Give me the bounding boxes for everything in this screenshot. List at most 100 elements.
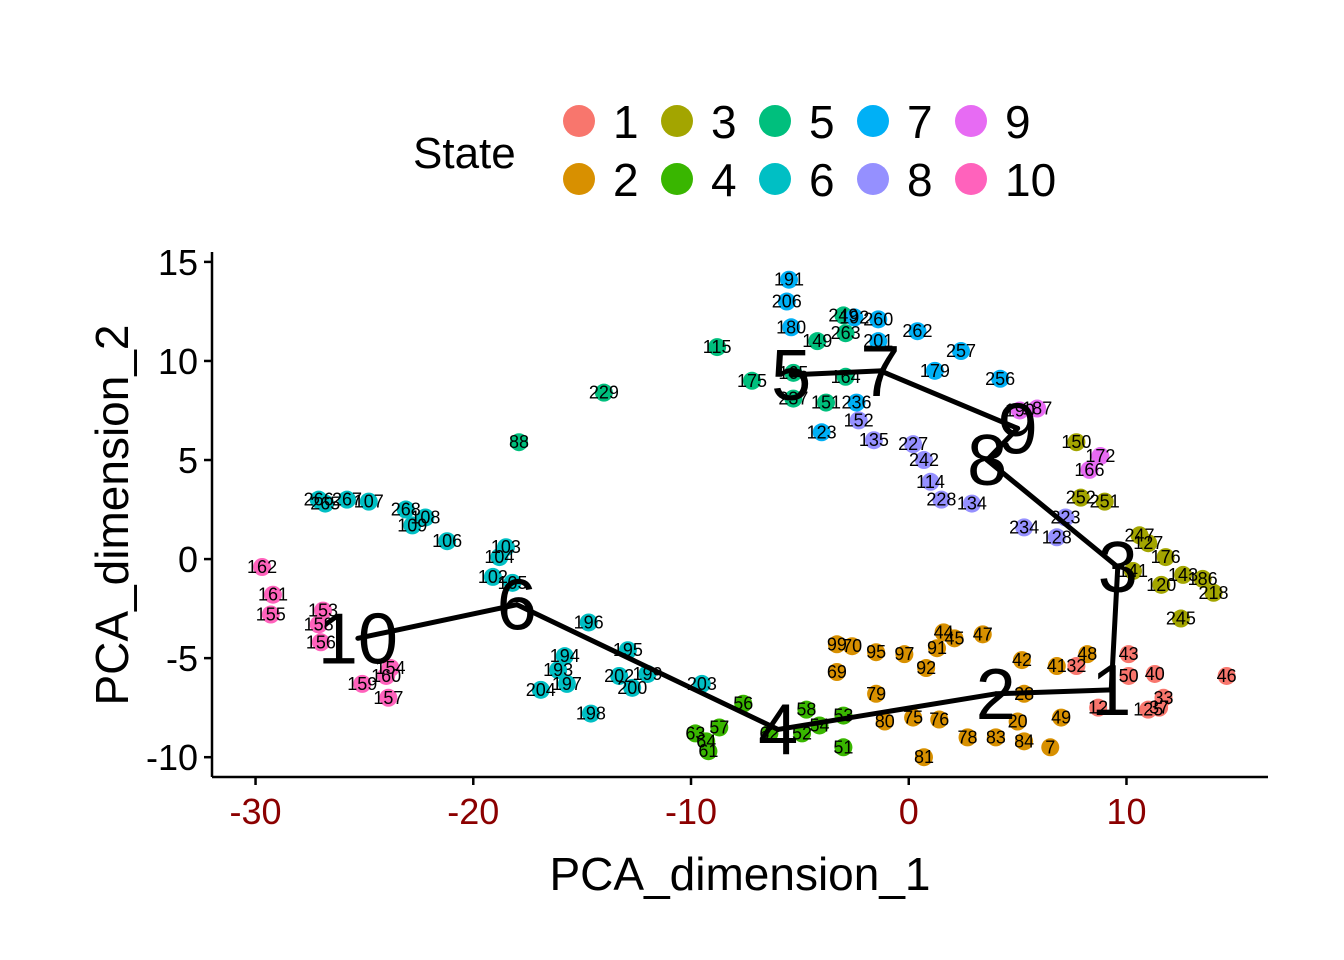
point-label-191: 191 [774,270,804,290]
y-tick-label: 0 [178,539,198,580]
point-162 [253,558,272,576]
point-20 [1008,712,1027,731]
point-190 [1010,401,1029,420]
point-label-134: 134 [957,494,987,514]
point-268 [396,500,415,519]
point-label-157: 157 [373,688,403,708]
legend-label-8: 8 [907,154,933,206]
point-label-91: 91 [927,638,947,658]
point-label-102: 102 [478,567,508,587]
point-label-41: 41 [1047,656,1067,676]
point-81 [914,748,933,767]
trajectory-node-5: 5 [771,336,811,416]
point-label-234: 234 [1009,517,1039,537]
point-label-247: 247 [1125,525,1155,545]
point-label-249: 249 [828,305,858,325]
point-label-155: 155 [256,605,286,625]
point-135 [864,431,883,450]
y-tick-label: -5 [166,638,198,679]
point-61 [699,742,718,761]
point-label-252: 252 [1066,488,1096,508]
point-label-268: 268 [391,500,421,520]
legend-key-7 [857,105,889,137]
point-197 [557,674,576,693]
point-134 [962,494,981,513]
point-label-242: 242 [909,450,939,470]
point-50 [1119,666,1138,685]
point-label-49: 49 [1051,708,1071,728]
point-75 [904,708,923,727]
point-99 [827,635,846,654]
point-label-12: 12 [1088,698,1108,718]
point-label-106: 106 [432,531,462,551]
legend-key-4 [661,163,693,195]
point-141 [1124,561,1143,580]
point-46 [1217,666,1236,685]
point-label-227: 227 [898,434,928,454]
point-label-194: 194 [550,646,580,666]
point-label-160: 160 [371,666,401,686]
point-label-236: 236 [841,393,871,413]
point-label-256: 256 [985,369,1015,389]
point-label-80: 80 [875,712,895,732]
point-12 [1089,698,1108,717]
point-172 [1091,447,1110,466]
trajectory-node-2: 2 [976,655,1016,735]
point-218 [1204,583,1223,602]
point-label-198: 198 [576,704,606,724]
point-194 [555,647,574,666]
legend-label-6: 6 [809,154,835,206]
point-label-176: 176 [1151,547,1181,567]
point-166 [1080,460,1099,479]
point-42 [1012,651,1031,670]
point-191 [779,270,798,289]
trajectory-node-3: 3 [1098,528,1138,608]
point-label-223: 223 [1050,507,1080,527]
point-263 [836,324,855,343]
point-label-57: 57 [709,717,729,737]
point-label-120: 120 [1146,575,1176,595]
point-242 [914,451,933,470]
trajectory-edge-2-1 [993,687,1114,697]
point-267 [337,490,356,509]
point-label-107: 107 [354,492,384,512]
point-83 [986,728,1005,747]
point-label-154: 154 [376,658,406,678]
point-label-46: 46 [1217,666,1237,686]
point-43 [1119,645,1138,664]
point-229 [594,383,613,402]
point-label-257: 257 [946,341,976,361]
point-label-61: 61 [698,741,718,761]
point-label-186: 186 [1188,569,1218,589]
point-200 [623,678,642,697]
point-label-32: 32 [1066,656,1086,676]
trajectory-edge-6-4 [514,602,781,732]
point-88 [510,433,529,452]
y-axis-title: PCA_dimension_2 [86,324,138,705]
point-label-105: 105 [497,573,527,593]
point-label-141: 141 [1118,561,1148,581]
point-176 [1156,548,1175,567]
point-150 [1067,433,1086,452]
point-161 [263,585,282,604]
trajectory-node-7: 7 [860,332,900,412]
point-label-149: 149 [802,331,832,351]
point-41 [1047,657,1066,676]
point-label-162: 162 [247,557,277,577]
legend: State 1 2 3 4 5 6 7 8 9 10 [413,96,1056,206]
point-114 [921,472,940,491]
legend-label-5: 5 [809,96,835,148]
point-label-202: 202 [604,666,634,686]
legend-label-9: 9 [1005,96,1031,148]
point-label-58: 58 [796,700,816,720]
point-204 [531,680,550,699]
point-102 [483,567,502,586]
point-label-201: 201 [863,331,893,351]
point-label-161: 161 [258,585,288,605]
point-58 [797,700,816,719]
point-106 [438,532,457,551]
point-187 [1028,399,1047,418]
legend-key-10 [955,163,987,195]
